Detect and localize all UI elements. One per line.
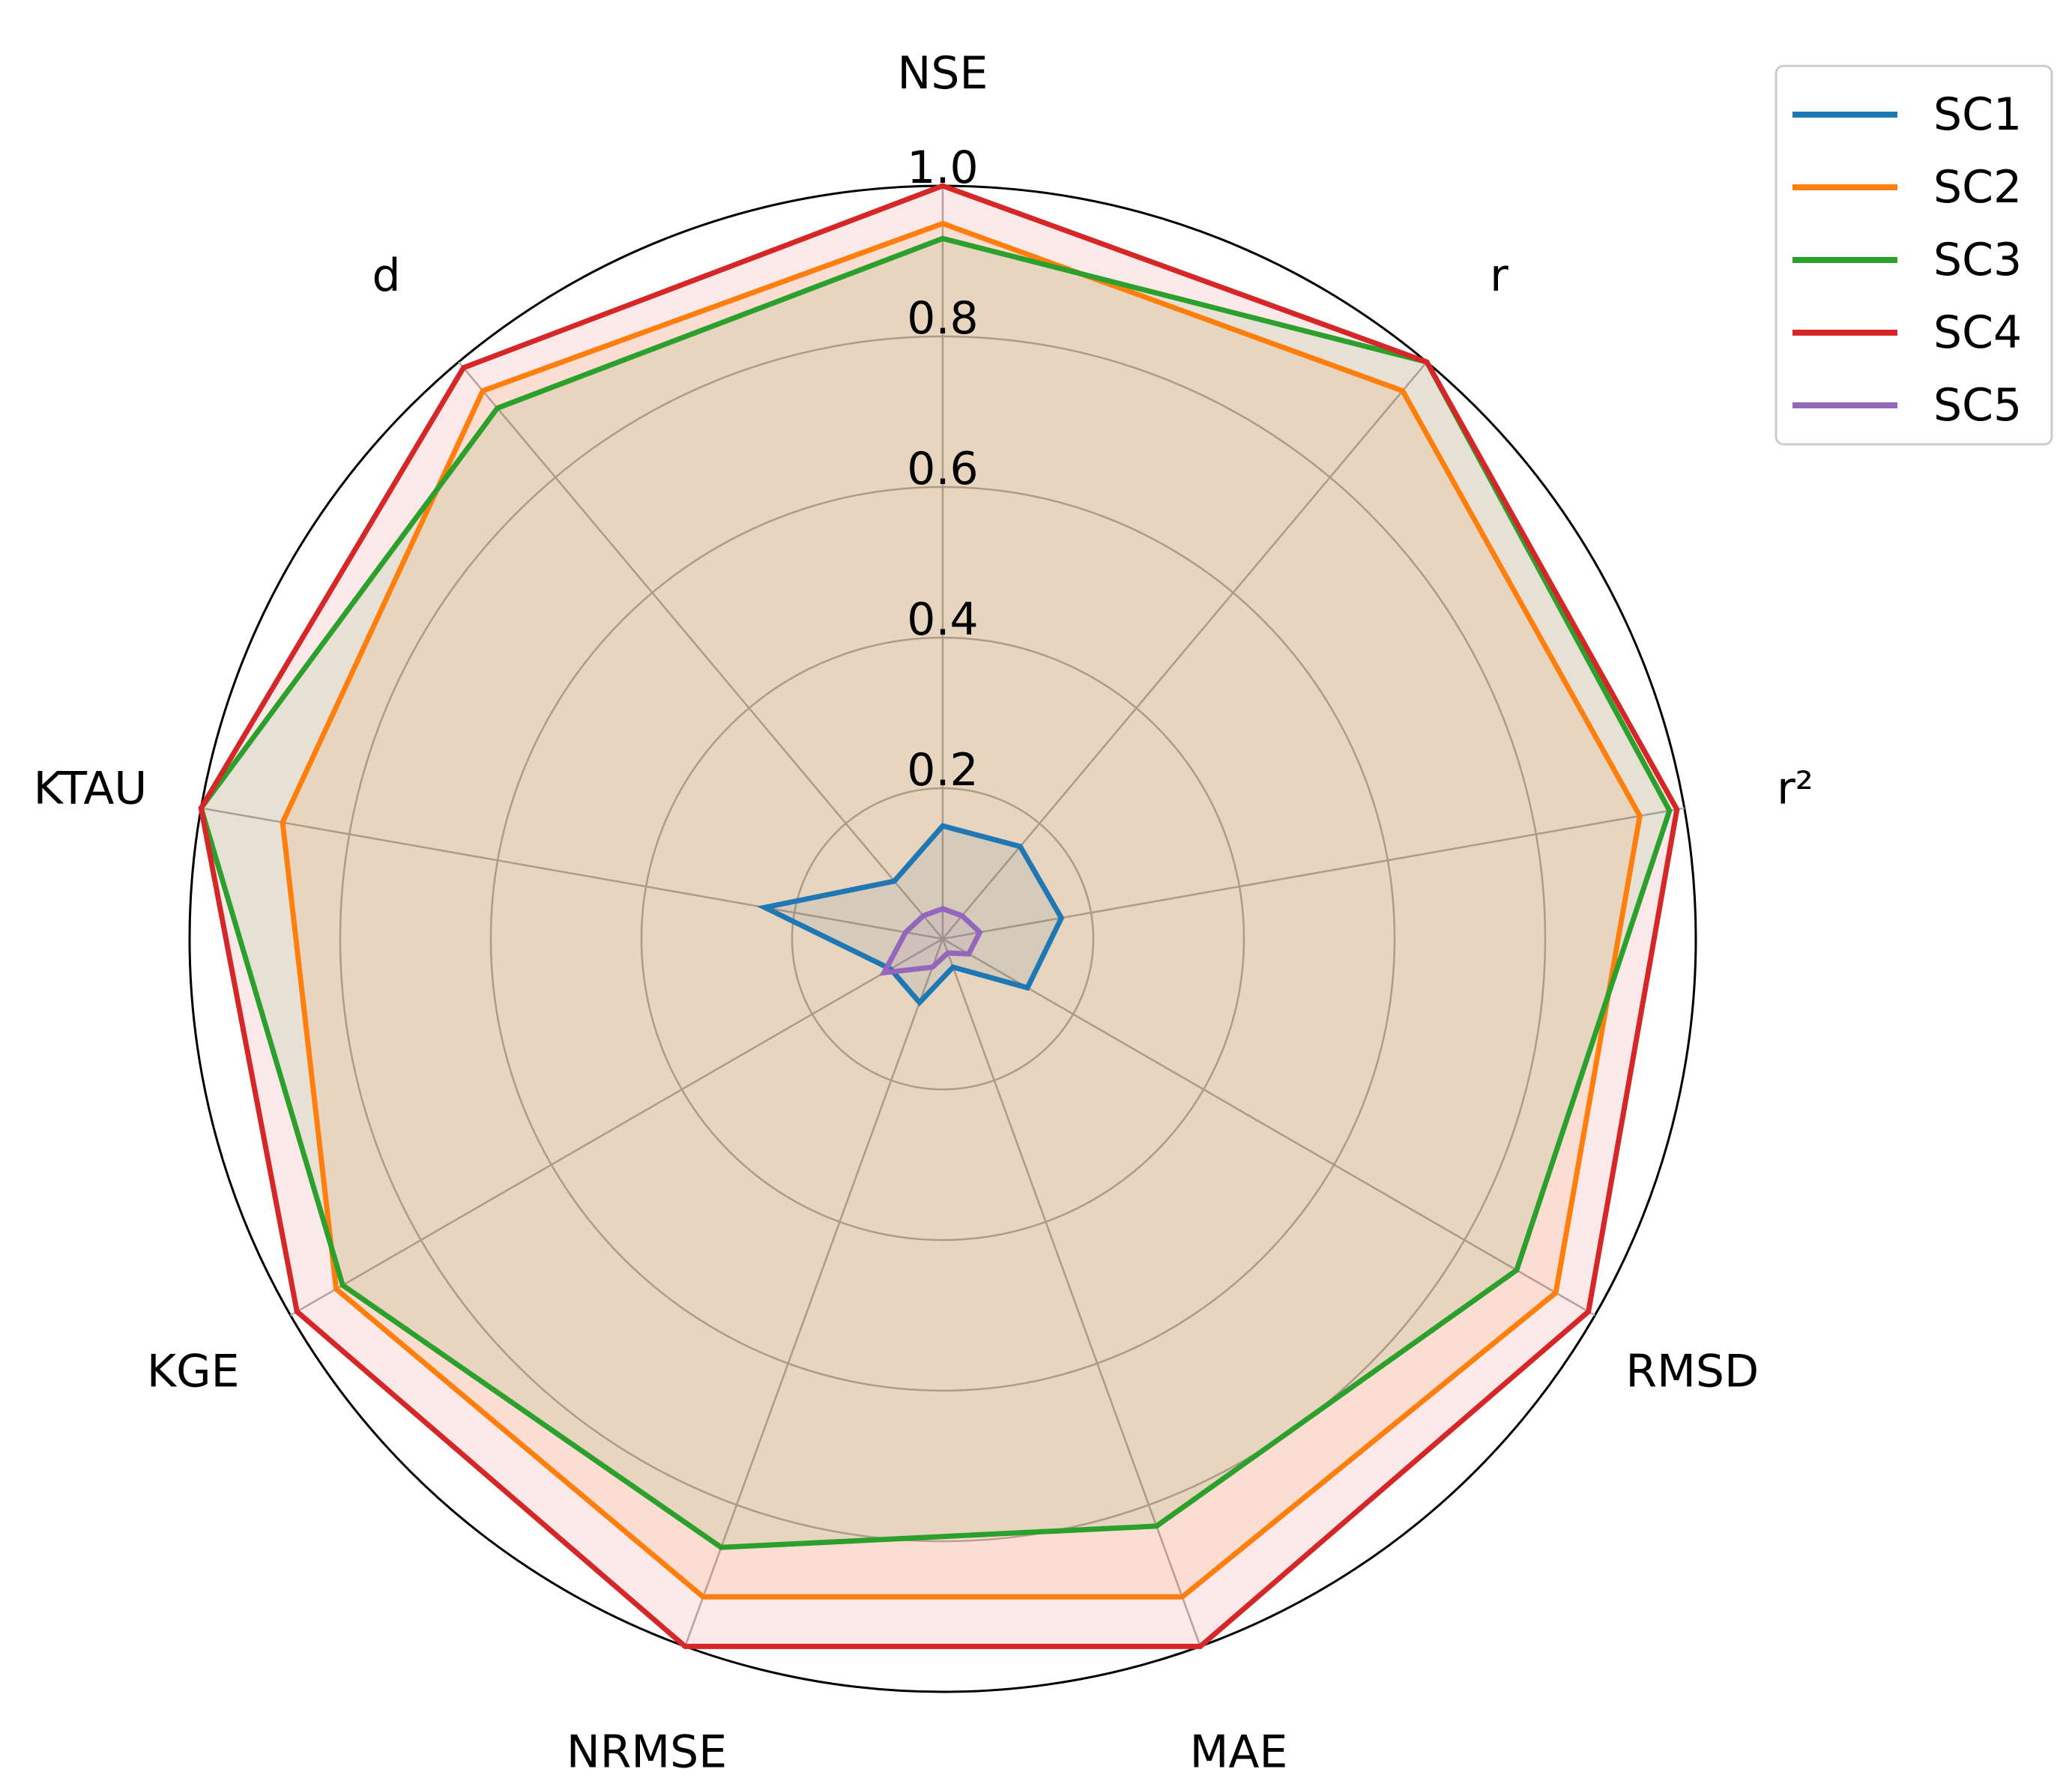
axis-label: r bbox=[1490, 250, 1508, 302]
axis-label: RMSD bbox=[1625, 1346, 1759, 1398]
radial-tick-label: 0.6 bbox=[907, 443, 978, 495]
legend: SC1 SC2 SC3 SC4 SC5 bbox=[1775, 64, 2053, 446]
legend-label: SC2 bbox=[1933, 161, 2022, 214]
series-line-sc5 bbox=[879, 906, 983, 976]
legend-label: SC3 bbox=[1933, 234, 2022, 286]
series-fill-sc3 bbox=[201, 238, 1670, 1548]
axis-label: MAE bbox=[1190, 1726, 1288, 1778]
axis-label: r² bbox=[1777, 762, 1813, 814]
grid-spoke bbox=[201, 807, 943, 940]
grid-spoke bbox=[942, 361, 1428, 940]
series-line-sc1 bbox=[756, 823, 1065, 1007]
radar-grid bbox=[188, 184, 1697, 1693]
axis-label: d bbox=[372, 250, 401, 302]
radial-tick-label: 0.8 bbox=[907, 292, 978, 345]
radial-tick-label: 0.2 bbox=[907, 744, 978, 796]
series-fill-sc5 bbox=[884, 908, 980, 973]
radial-tick-labels: 0.2 0.4 0.6 0.8 1.0 bbox=[907, 142, 978, 796]
radial-tick-label: 1.0 bbox=[907, 142, 978, 194]
series-line-sc3 bbox=[198, 235, 1673, 1550]
axis-label: NRMSE bbox=[567, 1726, 727, 1778]
grid-spoke bbox=[942, 807, 1685, 940]
grid-spoke bbox=[458, 361, 943, 940]
axis-labels: NSE r r² RMSD MAE NRMSE KGE KTAU d bbox=[34, 47, 1813, 1778]
legend-frame bbox=[1775, 64, 2053, 446]
grid-spoke bbox=[290, 937, 943, 1316]
legend-label: SC5 bbox=[1933, 379, 2022, 432]
grid-spoke bbox=[942, 937, 1595, 1316]
radial-tick-label: 0.4 bbox=[907, 593, 978, 646]
series-fill-sc1 bbox=[764, 826, 1062, 1003]
axis-label: KGE bbox=[147, 1346, 240, 1398]
series-fill-sc2 bbox=[283, 223, 1640, 1597]
grid-spoke bbox=[684, 938, 944, 1647]
series-fill-sc4 bbox=[201, 186, 1677, 1647]
series-line-sc2 bbox=[280, 220, 1643, 1600]
series-line-sc4 bbox=[198, 183, 1680, 1649]
axis-label: NSE bbox=[898, 47, 988, 100]
axis-label: KTAU bbox=[34, 762, 148, 814]
series-fills bbox=[201, 186, 1677, 1647]
series-lines bbox=[198, 183, 1680, 1649]
legend-label: SC4 bbox=[1933, 306, 2022, 359]
legend-label: SC1 bbox=[1933, 88, 2022, 141]
